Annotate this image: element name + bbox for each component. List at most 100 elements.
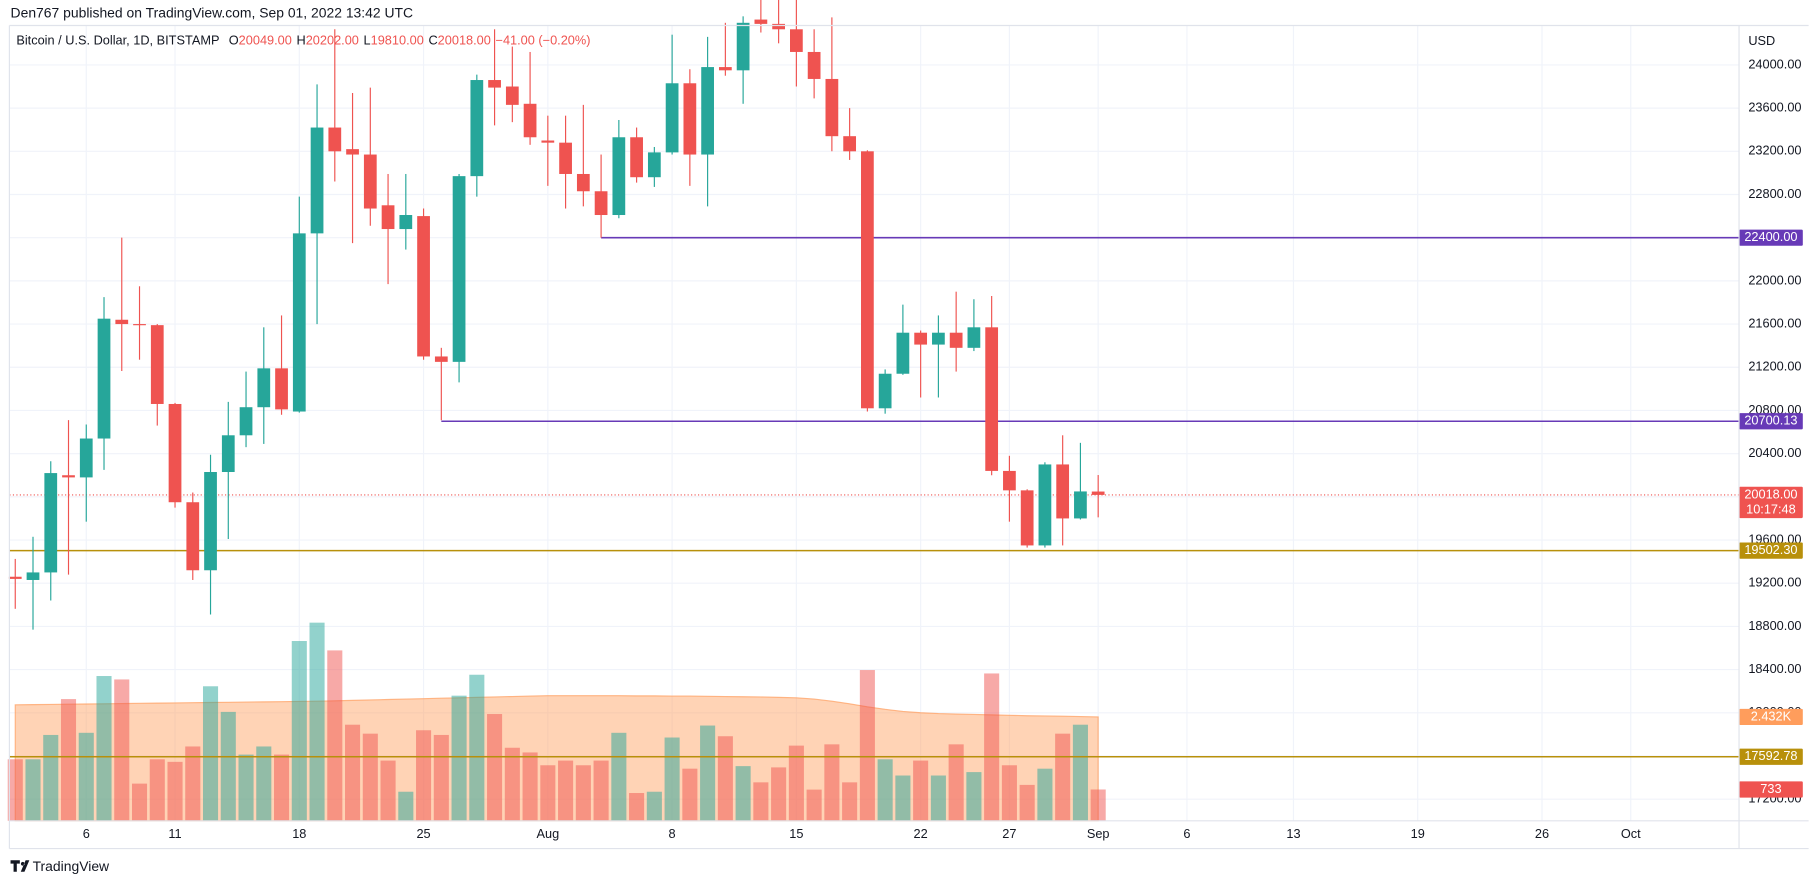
volume-bar [540, 765, 556, 821]
ohlc-legend: Bitcoin / U.S. Dollar, 1D, BITSTAMP O2004… [16, 33, 590, 48]
candle [932, 315, 945, 398]
candle-body [1074, 491, 1087, 519]
volume-bar [220, 711, 236, 821]
candle-body [1038, 464, 1052, 546]
legend-key: C [428, 33, 437, 48]
volume-bar [416, 730, 432, 821]
candle [62, 420, 75, 575]
candle-body [186, 502, 200, 571]
x-tick-label: Oct [1621, 826, 1641, 841]
x-tick-label: 11 [168, 826, 181, 841]
candle-body [985, 327, 999, 471]
candle [1003, 455, 1016, 522]
candle [363, 87, 377, 226]
x-tick-label: 25 [416, 826, 430, 841]
candle-body [168, 403, 182, 503]
volume-bar [664, 737, 680, 821]
volume-bar [398, 791, 414, 821]
volume-bar [1055, 733, 1071, 821]
candle [807, 29, 821, 99]
candle [239, 371, 253, 448]
legend-key: O [229, 33, 239, 48]
candle-body [257, 368, 271, 408]
volume-bar [7, 759, 23, 821]
candle [1020, 489, 1034, 548]
candle [150, 324, 164, 426]
candle [310, 84, 324, 325]
volume-bar [824, 744, 840, 821]
candle-body [470, 80, 484, 177]
volume-bar [575, 765, 591, 821]
volume-bar [1037, 768, 1053, 821]
volume-bar [362, 733, 378, 821]
candle [328, 29, 342, 182]
volume-bar [185, 746, 201, 821]
candle [630, 127, 643, 183]
volume-bar [504, 747, 520, 821]
candle [204, 454, 217, 615]
volume-bar [593, 760, 609, 821]
candle [594, 154, 608, 238]
candle-body [949, 332, 963, 348]
volume-bar [753, 782, 769, 821]
candle [133, 286, 146, 360]
legend-symbol: Bitcoin / U.S. Dollar, 1D, BITSTAMP [16, 33, 219, 48]
legend-value: 19810.00 [371, 33, 424, 48]
volume-bar [895, 775, 911, 821]
candle-body [204, 472, 217, 571]
level-label: 17592.78 [1744, 748, 1797, 763]
x-tick-label: 27 [1002, 826, 1016, 841]
candle [26, 536, 40, 630]
candle-body [843, 136, 857, 152]
x-tick-label: 22 [914, 826, 928, 841]
candle [683, 69, 697, 186]
x-tick-label: 19 [1411, 826, 1425, 841]
volume-bar [1019, 784, 1035, 821]
candle [1056, 435, 1070, 546]
candle-body [328, 127, 342, 152]
volume-label-box [1739, 781, 1803, 798]
x-tick-label: Aug [536, 826, 559, 841]
y-tick-label: 22800.00 [1748, 186, 1801, 201]
legend-value: 20202.00 [306, 33, 359, 48]
candle-body [26, 572, 40, 580]
candle [168, 402, 182, 508]
candle [115, 237, 129, 372]
legend-value: 20049.00 [239, 33, 292, 48]
candle-body [665, 83, 679, 153]
candle-body [79, 438, 93, 478]
volume-bar [380, 760, 396, 821]
volume-bar [877, 759, 893, 821]
volume-bar [1072, 724, 1088, 821]
tradingview-logo: TradingView [10, 858, 110, 874]
candle [576, 104, 590, 207]
volume-bar [96, 676, 112, 821]
candle-body [594, 191, 608, 216]
x-tick-label: 26 [1535, 826, 1549, 841]
x-tick-label: 6 [1183, 826, 1190, 841]
x-tick-label: 18 [292, 826, 306, 841]
volume-bar [700, 725, 716, 821]
volume-bar [487, 714, 503, 821]
candle-body [310, 127, 324, 234]
candle [470, 74, 484, 197]
volume-bar [131, 783, 148, 821]
candle-body [381, 205, 395, 230]
candle-body [647, 152, 661, 178]
legend-value: 20018.00 [438, 33, 491, 48]
level-label: 22400.00 [1744, 229, 1797, 244]
volume-bar [682, 768, 698, 821]
candle-body [62, 475, 75, 478]
candle [186, 492, 200, 580]
volume-bar [149, 759, 165, 821]
candle [399, 173, 413, 250]
volume-bar [806, 789, 822, 821]
volume-bar [202, 686, 219, 821]
level-label-box [1739, 413, 1803, 430]
candle-body [1003, 470, 1016, 491]
y-tick-label: 20800.00 [1748, 402, 1801, 417]
candle [381, 173, 395, 285]
volume-bar [735, 766, 751, 821]
candle-body [701, 67, 714, 155]
